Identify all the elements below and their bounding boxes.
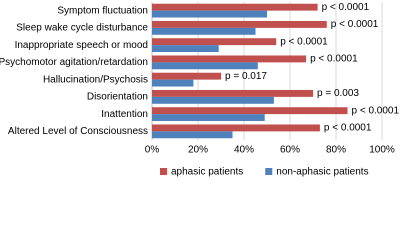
- annotation: p < 0.0001: [331, 19, 379, 30]
- annotation: p = 0.017: [225, 71, 267, 82]
- bar: [152, 89, 313, 97]
- y-tick-label: Symptom fluctuation: [57, 5, 148, 16]
- legend-label: aphasic patients: [171, 167, 243, 178]
- y-tick-label: Hallucination/Psychosis: [43, 74, 148, 85]
- chart: 0% 20% 40% 60% 80% 100% Symptom fluctuation p <…: [0, 2, 400, 178]
- bar: [152, 131, 233, 139]
- bar: [152, 3, 318, 11]
- bar: [152, 79, 194, 87]
- bar: [152, 38, 277, 46]
- annotation: p < 0.0001: [280, 36, 328, 47]
- annotation: p < 0.0001: [352, 105, 400, 116]
- legend-swatch: [160, 168, 167, 175]
- legend-swatch: [265, 168, 273, 175]
- annotation: p < 0.0001: [310, 54, 358, 65]
- y-tick-label: Inappropriate speech or mood: [15, 40, 148, 51]
- bar: [152, 45, 219, 53]
- bar: [152, 62, 258, 70]
- bar: [152, 10, 267, 18]
- y-tick-label: Psychomotor agitation/retardation: [0, 57, 148, 68]
- y-tick-label: Sleep wake cycle disturbance: [16, 23, 148, 34]
- x-tick-label: 60%: [280, 145, 300, 156]
- legend-label: non-aphasic patients: [276, 167, 368, 178]
- bar: [152, 124, 320, 132]
- y-tick-label: Inattention: [101, 109, 148, 120]
- x-tick-label: 40%: [234, 145, 254, 156]
- x-tick-label: 0%: [145, 145, 160, 156]
- annotation: p < 0.0001: [324, 123, 372, 134]
- x-tick-label: 20%: [188, 145, 208, 156]
- y-tick-label: Disorientation: [87, 92, 148, 103]
- bar: [152, 55, 307, 63]
- bar: [152, 20, 327, 28]
- bar: [152, 107, 348, 115]
- bar: [152, 72, 221, 80]
- x-tick-label: 80%: [326, 145, 346, 156]
- bar: [152, 27, 256, 35]
- bar: [152, 114, 265, 122]
- annotation: p = 0.003: [317, 88, 359, 99]
- annotation: p < 0.0001: [322, 2, 370, 13]
- x-tick-label: 100%: [369, 145, 395, 156]
- bar: [152, 96, 274, 104]
- y-tick-label: Altered Level of Consciousness: [8, 126, 148, 137]
